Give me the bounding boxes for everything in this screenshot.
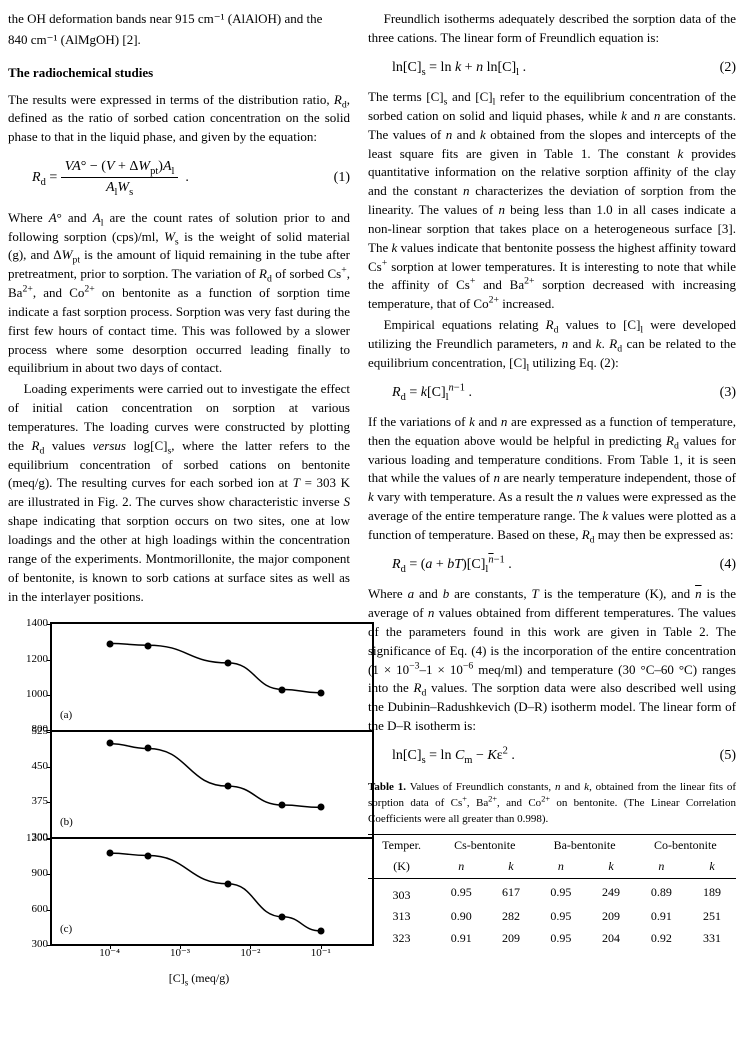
table-caption: Table 1. Values of Freundlich constants,…	[368, 780, 736, 828]
y-tick-label: 600	[12, 902, 48, 918]
y-tick-label: 525	[12, 724, 48, 740]
table-body: 3030.956170.952490.891893130.902820.9520…	[368, 878, 736, 949]
panel-label: (c)	[60, 922, 72, 938]
y-tick-label: 1400	[12, 616, 48, 632]
equation-1: Rd = VA° − (V + ΔWpt)Al AlWs . (1)	[32, 157, 350, 199]
paragraph: The terms [C]s and [C]l refer to the equ…	[368, 88, 736, 314]
table-cell: 0.92	[635, 928, 688, 949]
chart-panel: 300375450525(b)	[52, 732, 372, 839]
col-header: Co-bentonite	[635, 835, 736, 857]
eq-number: (5)	[706, 746, 736, 766]
equation-2: ln[C]s = ln k + n ln[C]l . (2)	[392, 58, 736, 78]
y-tick-label: 375	[12, 794, 48, 810]
col-subheader: n	[635, 856, 688, 878]
chart-panel: 3006009001200(c)10⁻⁴10⁻³10⁻²10⁻¹	[52, 839, 372, 944]
freundlich-table: Temper. Cs-bentonite Ba-bentonite Co-ben…	[368, 834, 736, 949]
x-tick-label: 10⁻⁴	[99, 946, 120, 962]
table-cell: 209	[487, 928, 534, 949]
y-tick-label: 1200	[12, 652, 48, 668]
eq-number: (2)	[706, 58, 736, 78]
x-tick-label: 10⁻²	[240, 946, 260, 962]
eq-number: (4)	[706, 555, 736, 575]
intro-line: the OH deformation bands near 915 cm⁻¹ (…	[8, 10, 350, 29]
col-subheader: (K)	[368, 856, 435, 878]
paragraph: Empirical equations relating Rd values t…	[368, 316, 736, 373]
y-tick-label: 450	[12, 759, 48, 775]
equation-3: Rd = k[C]ln−1 . (3)	[392, 383, 736, 403]
loading-curves-chart: 800100012001400(a)300375450525(b)3006009…	[50, 622, 374, 946]
table-cell: 0.90	[435, 906, 487, 927]
table-cell: 249	[587, 878, 634, 906]
paragraph: Freundlich isotherms adequately describe…	[368, 10, 736, 48]
x-tick-label: 10⁻³	[170, 946, 190, 962]
table-cell: 0.95	[534, 906, 587, 927]
paragraph: Where A° and Al are the count rates of s…	[8, 209, 350, 379]
table-cell: 251	[688, 906, 736, 927]
table-cell: 209	[587, 906, 634, 927]
col-header: Temper.	[368, 835, 435, 857]
y-tick-label: 900	[12, 866, 48, 882]
panel-label: (a)	[60, 708, 72, 724]
table-cell: 617	[487, 878, 534, 906]
page: the OH deformation bands near 915 cm⁻¹ (…	[8, 10, 736, 988]
table-cell: 331	[688, 928, 736, 949]
table-cell: 0.89	[635, 878, 688, 906]
col-header: Cs-bentonite	[435, 835, 534, 857]
paragraph: If the variations of k and n are express…	[368, 413, 736, 545]
table-cell: 0.95	[534, 928, 587, 949]
equation-5: ln[C]s = ln Cm − Kε2 . (5)	[392, 746, 736, 766]
table-cell: 0.91	[635, 906, 688, 927]
table-cell: 204	[587, 928, 634, 949]
col-subheader: k	[688, 856, 736, 878]
chart-panel: 800100012001400(a)	[52, 624, 372, 731]
intro-line: 840 cm⁻¹ (AlMgOH) [2].	[8, 31, 350, 50]
col-header: Ba-bentonite	[534, 835, 634, 857]
y-tick-label: 1000	[12, 687, 48, 703]
table-cell: 303	[368, 878, 435, 906]
paragraph: The results were expressed in terms of t…	[8, 91, 350, 148]
table-cell: 323	[368, 928, 435, 949]
col-subheader: k	[487, 856, 534, 878]
panel-label: (b)	[60, 815, 73, 831]
table-cell: 0.95	[534, 878, 587, 906]
col-subheader: k	[587, 856, 634, 878]
y-tick-label: 300	[12, 937, 48, 953]
eq-number: (1)	[320, 168, 350, 188]
section-heading: The radiochemical studies	[8, 64, 350, 83]
chart-x-label: [C]s (meq/g)	[48, 970, 350, 987]
paragraph: Where a and b are constants, T is the te…	[368, 585, 736, 736]
x-tick-label: 10⁻¹	[311, 946, 331, 962]
right-column: Freundlich isotherms adequately describe…	[368, 10, 736, 988]
table-cell: 0.91	[435, 928, 487, 949]
eq-number: (3)	[706, 383, 736, 403]
paragraph: Loading experiments were carried out to …	[8, 380, 350, 606]
table-cell: 313	[368, 906, 435, 927]
table-cell: 0.95	[435, 878, 487, 906]
table-cell: 282	[487, 906, 534, 927]
equation-4: Rd = (a + bT)[C]ln−1 . (4)	[392, 555, 736, 575]
col-subheader: n	[435, 856, 487, 878]
y-tick-label: 1200	[12, 831, 48, 847]
col-subheader: n	[534, 856, 587, 878]
left-column: the OH deformation bands near 915 cm⁻¹ (…	[8, 10, 350, 988]
table-cell: 189	[688, 878, 736, 906]
